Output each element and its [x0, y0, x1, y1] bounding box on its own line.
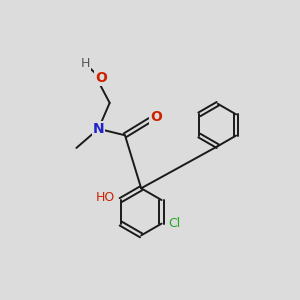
Text: O: O	[95, 71, 107, 85]
Text: Cl: Cl	[168, 217, 180, 230]
Text: N: N	[93, 122, 104, 136]
Text: H: H	[80, 57, 90, 70]
Text: HO: HO	[96, 191, 115, 204]
Text: O: O	[151, 110, 162, 124]
